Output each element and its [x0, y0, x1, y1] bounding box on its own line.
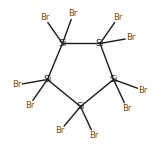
Text: Br: Br — [12, 80, 21, 90]
Text: Br: Br — [56, 126, 65, 135]
Text: Br: Br — [69, 9, 78, 18]
Text: Si: Si — [76, 102, 85, 111]
Text: Br: Br — [114, 13, 123, 22]
Text: Br: Br — [122, 104, 132, 113]
Text: Si: Si — [109, 75, 118, 84]
Text: Si: Si — [43, 75, 52, 84]
Text: Si: Si — [58, 39, 67, 48]
Text: Br: Br — [25, 101, 34, 110]
Text: Br: Br — [138, 86, 148, 95]
Text: Br: Br — [126, 34, 136, 43]
Text: Br: Br — [89, 131, 99, 140]
Text: Si: Si — [96, 39, 104, 48]
Text: Br: Br — [40, 13, 49, 22]
